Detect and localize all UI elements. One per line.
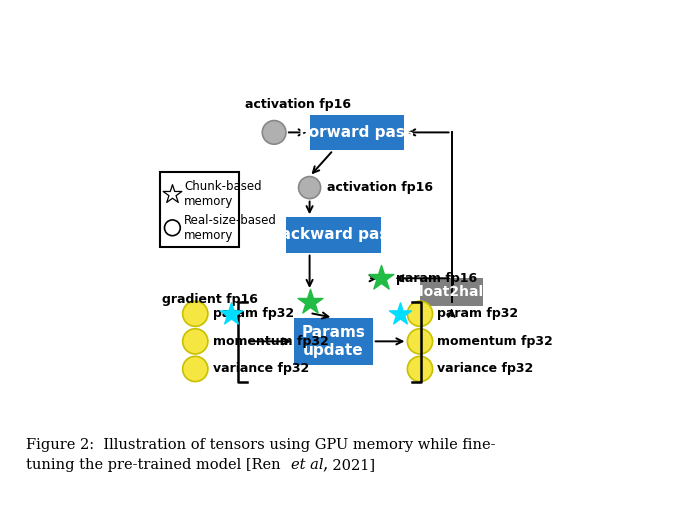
Text: param fp16: param fp16 <box>396 272 477 285</box>
Point <box>304 298 315 306</box>
Text: param fp32: param fp32 <box>437 307 518 320</box>
FancyBboxPatch shape <box>310 115 405 150</box>
Text: Real-size-based
memory: Real-size-based memory <box>185 214 277 242</box>
FancyBboxPatch shape <box>294 317 373 365</box>
Text: param fp32: param fp32 <box>213 307 294 320</box>
Point <box>375 274 386 283</box>
Circle shape <box>183 301 208 326</box>
Text: Forward pass: Forward pass <box>300 125 414 140</box>
Text: activation fp16: activation fp16 <box>244 98 351 111</box>
Circle shape <box>262 121 286 144</box>
FancyBboxPatch shape <box>160 172 238 247</box>
Point <box>167 189 178 198</box>
Text: variance fp32: variance fp32 <box>213 362 309 375</box>
Text: , 2021]: , 2021] <box>323 458 375 472</box>
Circle shape <box>407 329 432 354</box>
Text: Chunk-based
memory: Chunk-based memory <box>185 180 262 207</box>
Text: variance fp32: variance fp32 <box>437 362 533 375</box>
Circle shape <box>165 220 180 236</box>
Text: Params
update: Params update <box>301 325 365 357</box>
Circle shape <box>183 329 208 354</box>
Circle shape <box>407 356 432 381</box>
Circle shape <box>407 301 432 326</box>
Point <box>395 310 406 318</box>
Text: gradient fp16: gradient fp16 <box>163 293 258 307</box>
FancyBboxPatch shape <box>286 217 381 252</box>
Text: float2half: float2half <box>413 285 490 299</box>
FancyBboxPatch shape <box>420 279 483 306</box>
Text: Figure 2:  Illustration of tensors using GPU memory while fine-: Figure 2: Illustration of tensors using … <box>26 438 495 452</box>
Text: momentum fp32: momentum fp32 <box>213 335 329 348</box>
Text: Backward pass: Backward pass <box>269 227 398 242</box>
Text: activation fp16: activation fp16 <box>328 181 433 194</box>
Text: momentum fp32: momentum fp32 <box>437 335 552 348</box>
Text: tuning the pre-trained model [Ren: tuning the pre-trained model [Ren <box>26 458 285 472</box>
Point <box>225 310 236 318</box>
Circle shape <box>183 356 208 381</box>
Text: et al.: et al. <box>291 458 329 472</box>
Circle shape <box>298 177 321 199</box>
